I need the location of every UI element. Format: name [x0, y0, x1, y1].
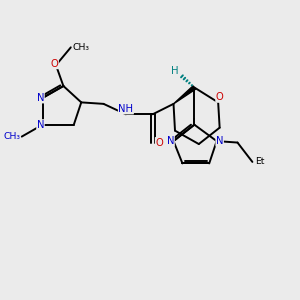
Text: N: N — [37, 120, 44, 130]
Polygon shape — [173, 86, 196, 104]
Text: H: H — [171, 66, 179, 76]
Text: CH₃: CH₃ — [3, 132, 20, 141]
Text: O: O — [155, 138, 163, 148]
Text: N: N — [37, 93, 44, 103]
Text: CH₃: CH₃ — [72, 43, 89, 52]
Text: NH: NH — [118, 104, 134, 114]
Text: N: N — [216, 136, 224, 146]
Text: O: O — [51, 59, 58, 69]
Text: Et: Et — [255, 158, 265, 166]
Text: N: N — [167, 136, 174, 146]
Text: O: O — [216, 92, 224, 102]
